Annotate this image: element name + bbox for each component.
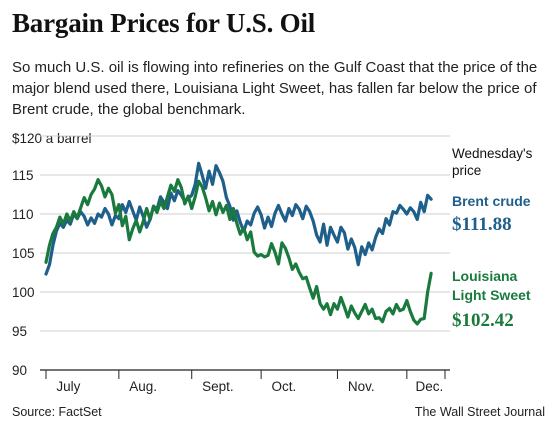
x-tick-label: Aug. [129, 379, 157, 394]
publisher-credit: The Wall Street Journal [414, 405, 545, 419]
series-name-lls-line-2: Light Sweet [452, 287, 531, 303]
y-tick-label: 95 [12, 324, 27, 339]
y-tick-label: 90 [12, 363, 27, 378]
x-tick-label: Sept. [202, 379, 234, 394]
y-tick-label: 100 [12, 285, 35, 300]
y-tick-label: 115 [12, 168, 34, 183]
series-value-lls: $102.42 [452, 310, 514, 331]
y-axis-ticks: 90 95 100 105 110 115 [12, 168, 35, 378]
series-line-brent [44, 161, 433, 276]
series-line-lls [44, 178, 433, 326]
series-value-brent: $111.88 [452, 214, 512, 235]
x-tick-label: Dec. [416, 379, 444, 394]
y-axis-unit-label: $120 a barrel [12, 131, 92, 146]
series-name-brent: Brent crude [452, 193, 531, 209]
annotation-line-1: Wednesday's [452, 146, 533, 161]
series-labels: Wednesday's price Brent crude $111.88 Louisi… [452, 146, 533, 331]
x-axis: July Aug. Sept. Oct. Nov. Dec. [40, 369, 450, 394]
x-tick-label: Nov. [348, 379, 375, 394]
y-tick-label: 105 [12, 246, 35, 261]
series-name-lls-line-1: Louisiana [452, 268, 518, 284]
annotation-line-2: price [452, 163, 481, 178]
chart-title: Bargain Prices for U.S. Oil [12, 8, 316, 38]
x-tick-label: July [56, 379, 80, 394]
source-note: Source: FactSet [12, 405, 102, 419]
x-tick-label: Oct. [272, 379, 297, 394]
series-lines [44, 161, 433, 326]
chart-subtitle: So much U.S. oil is flowing into refiner… [12, 59, 538, 118]
y-tick-label: 110 [12, 207, 34, 222]
